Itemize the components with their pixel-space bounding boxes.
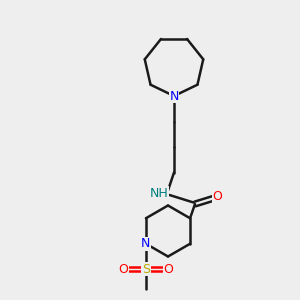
Text: N: N xyxy=(169,89,179,103)
Text: O: O xyxy=(213,190,222,203)
Text: S: S xyxy=(142,263,150,276)
Text: NH: NH xyxy=(150,187,168,200)
Text: O: O xyxy=(164,263,173,276)
Text: O: O xyxy=(118,263,128,276)
Text: N: N xyxy=(141,237,151,250)
